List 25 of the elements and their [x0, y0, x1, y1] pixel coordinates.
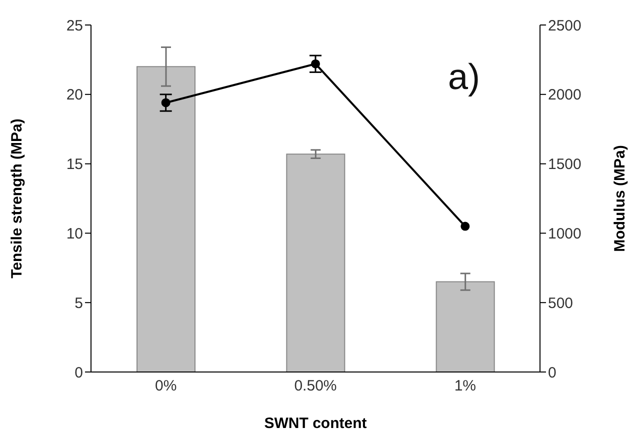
- bar: [436, 281, 495, 372]
- x-tick-label: 0%: [154, 378, 177, 395]
- y2-tick-label: 2500: [548, 17, 582, 34]
- y-tick-label: 25: [66, 17, 83, 34]
- y2-tick-label: 0: [548, 364, 556, 382]
- bar: [286, 154, 346, 372]
- x-axis-title: SWNT content: [264, 415, 367, 432]
- y-axis-title: Tensile strength (MPa): [8, 118, 26, 278]
- y-tick-label: 10: [66, 226, 83, 243]
- y-tick-label: 5: [74, 294, 83, 312]
- x-tick-label: 1%: [454, 378, 476, 395]
- y2-tick-label: 500: [548, 294, 574, 312]
- point: [311, 59, 320, 68]
- x-tick-label: 0.50%: [294, 378, 337, 395]
- bar: [136, 66, 196, 372]
- y2-tick-label: 1000: [548, 226, 582, 243]
- y-tick-label: 15: [66, 156, 83, 174]
- y2-tick-label: 1500: [548, 156, 582, 174]
- y2-tick-label: 2000: [548, 86, 582, 104]
- y-tick-label: 0: [74, 364, 83, 382]
- point: [460, 222, 470, 231]
- y-tick-label: 20: [66, 86, 83, 104]
- annotation: a): [448, 56, 480, 98]
- y2-axis-title: Modulus (MPa): [611, 145, 628, 252]
- point: [161, 98, 170, 108]
